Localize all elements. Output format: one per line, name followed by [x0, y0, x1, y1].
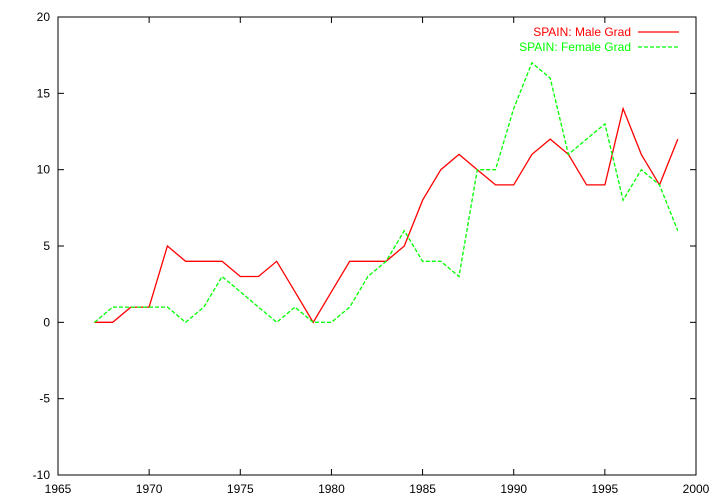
- y-tick-label: 5: [43, 239, 50, 253]
- x-tick-label: 1985: [409, 482, 436, 496]
- x-tick-label: 1980: [318, 482, 345, 496]
- series-line-female: [94, 61, 679, 324]
- series-layer: [94, 61, 679, 324]
- y-tick-label: 0: [43, 315, 50, 329]
- y-tick-label: 20: [37, 10, 51, 24]
- y-axis-ticks: -10 -5 0 5 10 15 20: [33, 10, 696, 482]
- series-line-male: [94, 106, 679, 324]
- x-axis-ticks: 1965 1970 1975 1980 1985 1990 1995 2000: [45, 17, 710, 496]
- x-tick-label: 2000: [683, 482, 710, 496]
- axes: [57, 16, 697, 476]
- y-tick-label: -10: [33, 468, 51, 482]
- y-tick-label: 15: [37, 86, 51, 100]
- y-tick-label: 10: [37, 163, 51, 177]
- x-tick-label: 1990: [500, 482, 527, 496]
- legend-label: SPAIN: Male Grad: [533, 25, 631, 39]
- x-tick-label: 1965: [45, 482, 72, 496]
- x-tick-label: 1975: [227, 482, 254, 496]
- legend-label: SPAIN: Female Grad: [519, 40, 631, 54]
- plot-frame: [57, 16, 697, 476]
- y-tick-label: -5: [39, 392, 50, 406]
- x-tick-label: 1970: [136, 482, 163, 496]
- x-tick-label: 1995: [592, 482, 619, 496]
